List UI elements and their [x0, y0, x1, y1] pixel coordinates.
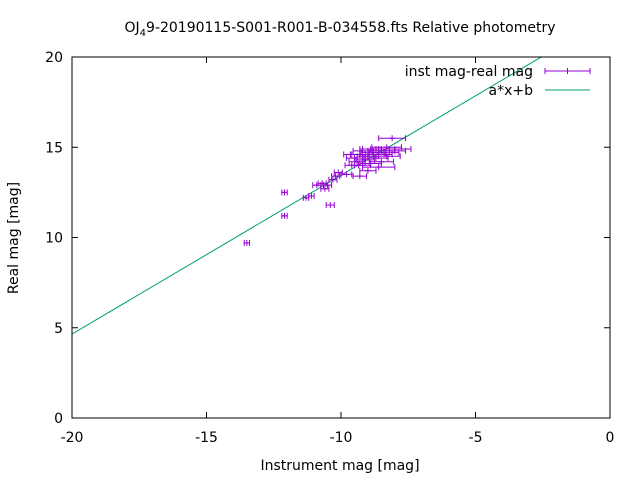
chart-title-rest: 9-20190115-S001-R001-B-034558.fts Relati… [146, 20, 555, 36]
x-tick-label: -15 [195, 430, 218, 446]
chart-title-subscript: 4 [140, 28, 146, 39]
svg-text:OJ49-20190115-S001-R001-B-0345: OJ49-20190115-S001-R001-B-034558.fts Rel… [125, 20, 556, 39]
y-tick-label: 15 [45, 140, 63, 156]
data-point [328, 176, 338, 183]
legend-label: inst mag-real mag [405, 64, 533, 80]
data-point [368, 158, 394, 165]
data-point [359, 146, 382, 153]
fit-line [72, 57, 543, 335]
legend-entry: a*x+b [489, 83, 590, 99]
plot-frame [71, 56, 611, 419]
x-tick-label: -5 [469, 430, 483, 446]
y-axis-label: Real mag [mag] [6, 182, 22, 294]
legend-entry: inst mag-real mag [405, 64, 591, 80]
data-point [323, 182, 333, 189]
data-point [281, 189, 288, 196]
x-axis-label: Instrument mag [mag] [260, 458, 419, 474]
chart-title: OJ49-20190115-S001-R001-B-034558.fts Rel… [125, 20, 556, 39]
data-point [325, 202, 335, 209]
data-point [378, 135, 407, 142]
x-tick-label: 0 [606, 430, 615, 446]
x-tick-label: -20 [61, 430, 84, 446]
data-point [359, 167, 377, 174]
data-point [353, 162, 372, 169]
data-point [372, 153, 401, 160]
data-point [343, 151, 361, 158]
data-point [243, 239, 251, 246]
axes: -20 -15 -10 -5 0 0 5 10 15 20 [45, 50, 614, 446]
y-tick-label: 20 [45, 50, 63, 66]
data-point [308, 192, 315, 199]
data-point [352, 173, 368, 180]
chart-title-main: OJ [125, 20, 140, 36]
legend-label: a*x+b [489, 83, 534, 99]
plot-area [72, 57, 543, 335]
data-point [378, 146, 412, 153]
data-point [281, 212, 288, 219]
x-tick-label: -10 [330, 430, 353, 446]
data-point [320, 185, 330, 192]
y-tick-label: 10 [45, 231, 63, 247]
plot-clipped [72, 57, 543, 335]
data-point [331, 173, 341, 180]
legend: inst mag-real mag a*x+b [405, 64, 591, 99]
data-point [340, 171, 353, 178]
y-tick-label: 0 [54, 411, 63, 427]
data-point [302, 194, 310, 201]
y-tick-label: 5 [54, 321, 63, 337]
